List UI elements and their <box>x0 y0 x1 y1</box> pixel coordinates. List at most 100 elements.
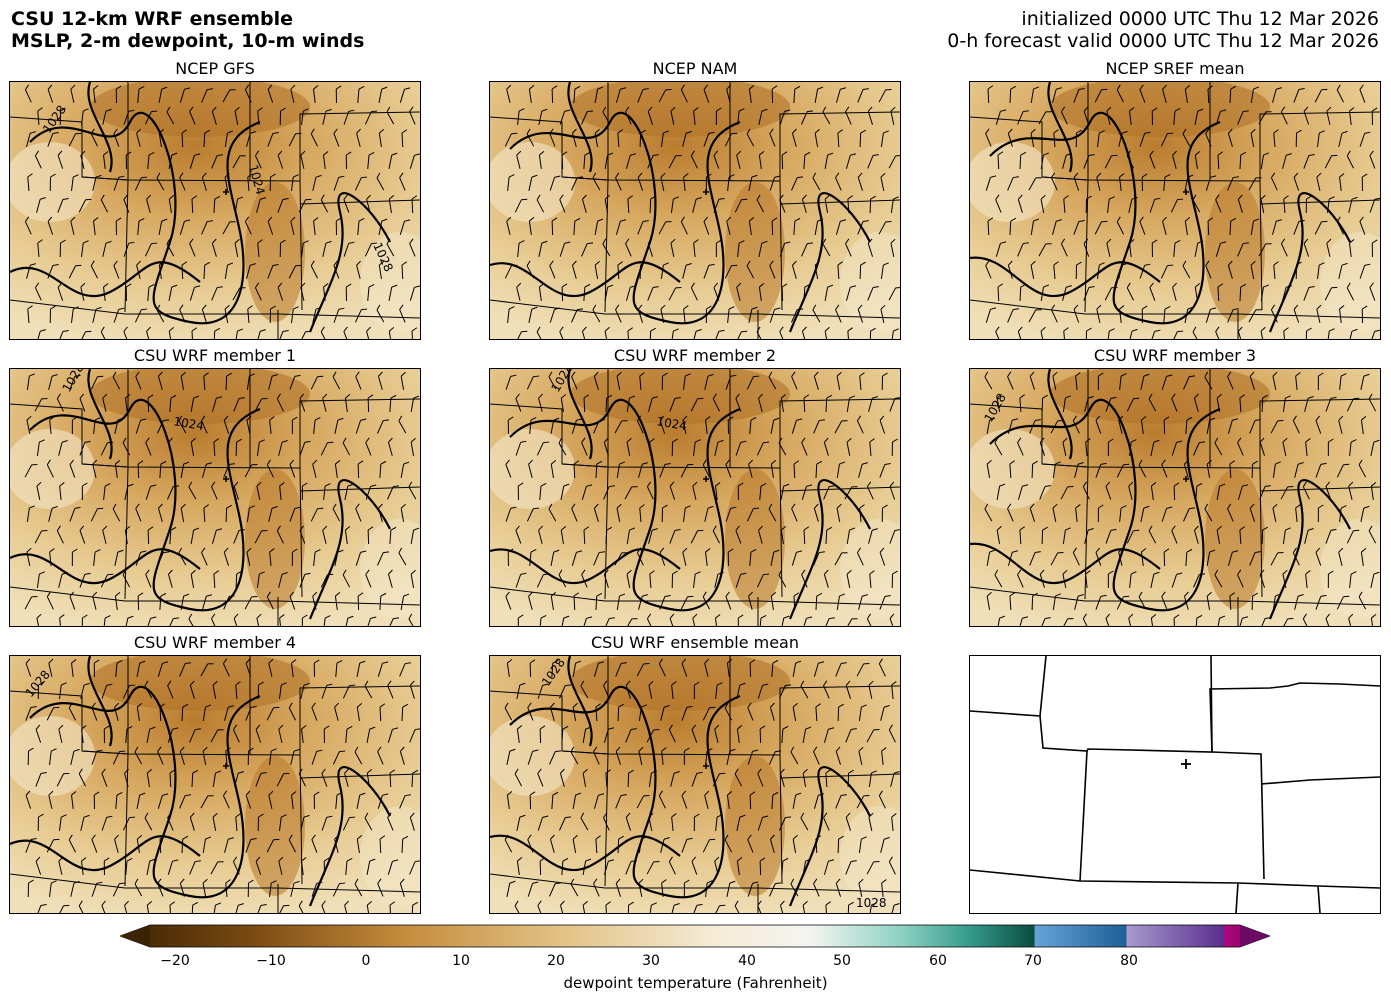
wind-barb <box>888 155 900 169</box>
wind-barb <box>703 263 715 279</box>
wind-barb <box>727 416 734 435</box>
wind-barb <box>46 706 60 721</box>
wind-barb <box>560 615 570 626</box>
wind-barb <box>311 834 318 853</box>
wind-barb <box>824 152 834 169</box>
wind-barb <box>537 815 549 831</box>
wind-barb <box>1050 172 1058 191</box>
wind-barb <box>714 724 720 743</box>
wind-barb <box>212 770 222 787</box>
wind-barb <box>771 659 779 678</box>
wind-barb <box>334 592 341 611</box>
wind-barb <box>615 794 627 809</box>
wind-barb <box>1148 393 1157 412</box>
wind-barb <box>256 571 265 589</box>
wind-barb <box>1259 617 1271 626</box>
wind-barb <box>1194 150 1201 169</box>
wind-barb <box>572 834 578 853</box>
wind-barb <box>1261 394 1268 413</box>
wind-barb <box>582 900 588 913</box>
wind-barb <box>791 308 804 323</box>
dry-region <box>245 469 305 609</box>
wind-barb <box>300 282 306 301</box>
wind-barb <box>845 106 852 125</box>
wind-barb <box>1272 593 1281 611</box>
wind-barb <box>890 238 896 257</box>
wind-barb <box>1083 285 1095 301</box>
wind-barb <box>1160 264 1174 279</box>
wind-barb <box>1349 239 1355 258</box>
wind-barb <box>869 570 875 589</box>
wind-barb <box>115 660 123 678</box>
wind-barb <box>571 550 583 566</box>
wind-barb <box>335 85 342 104</box>
wind-barb <box>737 240 745 258</box>
wind-barb <box>891 438 898 457</box>
wind-barb <box>658 89 672 103</box>
wind-barb <box>625 728 637 743</box>
wind-barb <box>321 900 328 913</box>
wind-barb <box>1193 441 1206 456</box>
wind-barb <box>996 525 1002 544</box>
wind-barb <box>1192 194 1201 213</box>
wind-barb <box>880 262 889 280</box>
wind-barb <box>35 724 42 743</box>
wind-barb <box>683 505 691 523</box>
wind-barb <box>379 703 386 722</box>
wind-barb <box>834 420 848 434</box>
wind-barb <box>334 702 339 721</box>
wind-barb <box>201 304 207 323</box>
wind-barb <box>1184 84 1191 103</box>
wind-barb <box>113 307 125 323</box>
wind-barb <box>582 768 588 787</box>
wind-barb <box>1083 238 1090 257</box>
wind-barb <box>704 373 714 390</box>
wind-barb <box>528 459 533 478</box>
wind-barb <box>1161 459 1168 478</box>
wind-barb <box>256 613 262 626</box>
wind-barb <box>770 459 777 478</box>
wind-barb <box>1272 219 1282 235</box>
colorbar-tick: 60 <box>929 953 947 969</box>
wind-barb <box>157 419 170 434</box>
wind-barb <box>889 613 896 626</box>
wind-barb <box>815 592 823 611</box>
wind-barb <box>122 569 131 588</box>
wind-barb <box>357 218 365 236</box>
wind-barb <box>812 304 821 323</box>
wind-barb <box>516 282 522 301</box>
wind-barb <box>747 834 754 853</box>
wind-barb <box>1358 459 1367 478</box>
wind-barb <box>135 371 142 390</box>
wind-barb <box>266 459 274 478</box>
wind-barb <box>1248 177 1262 191</box>
wind-barb <box>1249 503 1255 522</box>
wind-barb <box>769 307 781 323</box>
wind-barb <box>801 194 807 213</box>
wind-barb <box>1095 415 1102 434</box>
wind-barb <box>683 305 689 324</box>
wind-barb <box>986 591 992 610</box>
wind-barb <box>211 481 218 500</box>
wind-barb <box>1324 154 1338 169</box>
wind-barb <box>758 108 768 125</box>
wind-barb <box>593 371 599 390</box>
wind-barb <box>529 549 537 567</box>
moist-region <box>10 142 95 222</box>
wind-barb <box>144 242 158 257</box>
wind-barb <box>291 416 298 435</box>
wind-barb <box>550 549 560 566</box>
wind-barb <box>1107 196 1115 214</box>
wind-barb <box>1172 150 1177 169</box>
wind-barb <box>225 504 232 523</box>
wind-barb <box>581 616 593 626</box>
wind-barb <box>344 526 351 545</box>
wind-barb <box>136 660 146 677</box>
wind-barb <box>985 128 992 147</box>
wind-barb <box>1206 417 1216 434</box>
wind-barb <box>312 174 322 191</box>
wind-barb <box>1239 151 1247 170</box>
wind-barb <box>1237 326 1243 339</box>
wind-barb <box>1185 416 1193 435</box>
wind-barb <box>100 573 114 588</box>
